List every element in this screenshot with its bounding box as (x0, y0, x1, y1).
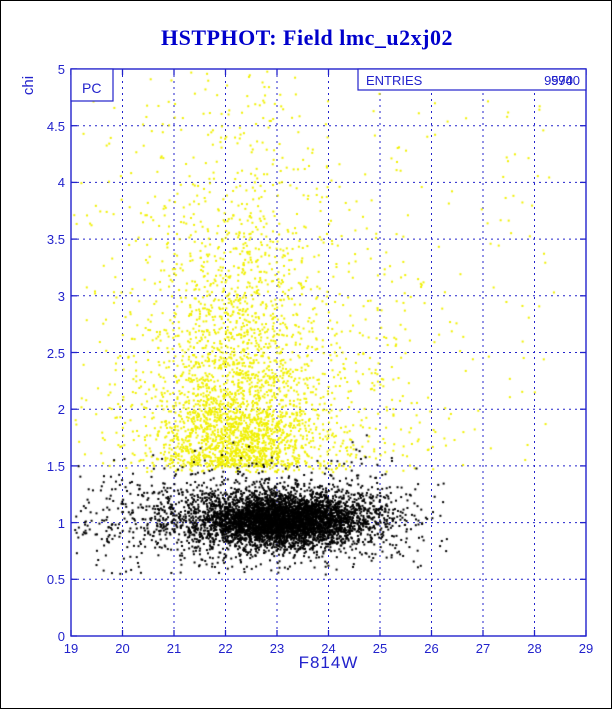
x-tick-label: 24 (321, 641, 336, 656)
chip-label-box (70, 68, 114, 102)
y-tick-label: 3 (57, 288, 65, 304)
entries-value-1: 5940 (551, 73, 580, 88)
plot-frame (70, 68, 587, 637)
x-axis-label: F814W (298, 653, 359, 672)
y-tick-label: 4 (57, 175, 65, 191)
x-tick-label: 26 (424, 641, 439, 656)
y-tick-label: 2.5 (46, 345, 65, 361)
y-tick-label: 1.5 (46, 458, 65, 474)
tick-marks (70, 68, 587, 637)
entries-label: ENTRIES (366, 73, 423, 88)
chip-label: PC (82, 80, 101, 96)
y-tick-label: 1 (57, 515, 65, 531)
entries-box (357, 68, 587, 91)
y-tick-label: 2 (57, 402, 65, 418)
x-tick-label: 25 (372, 641, 388, 656)
y-tick-label: 0.5 (46, 572, 65, 588)
x-tick-label: 29 (578, 641, 594, 656)
x-tick-label: 20 (115, 641, 130, 656)
x-tick-label: 22 (218, 641, 233, 656)
x-tick-label: 21 (166, 641, 182, 656)
y-tick-label: 0 (57, 629, 65, 644)
x-tick-label: 23 (269, 641, 285, 656)
y-tick-label: 5 (57, 62, 65, 77)
x-tick-label: 28 (527, 641, 542, 656)
x-tick-label: 19 (63, 641, 79, 656)
y-tick-label: 4.5 (46, 118, 65, 134)
x-tick-label: 27 (475, 641, 491, 656)
y-tick-label: 3.5 (46, 232, 65, 248)
entries-value-2: 9970 (544, 73, 573, 88)
